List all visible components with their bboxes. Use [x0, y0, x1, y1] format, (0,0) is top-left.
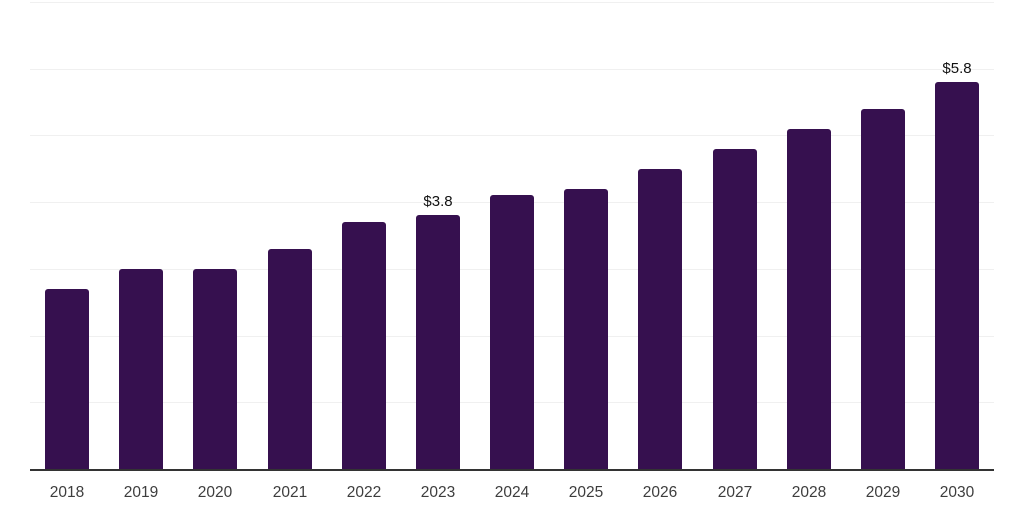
- bar-2020: [193, 269, 237, 469]
- bar-2027: [713, 149, 757, 469]
- x-axis-line: [30, 469, 994, 471]
- data-label-2030: $5.8: [942, 60, 972, 77]
- bar-2023: [416, 215, 460, 469]
- x-tick-2022: 2022: [346, 484, 382, 501]
- gridline-5: [30, 135, 994, 136]
- x-tick-2026: 2026: [642, 484, 678, 501]
- x-tick-2024: 2024: [494, 484, 530, 501]
- x-tick-2025: 2025: [568, 484, 604, 501]
- bar-2019: [119, 269, 163, 469]
- bar-2026: [638, 169, 682, 469]
- x-tick-2019: 2019: [123, 484, 159, 501]
- data-label-2023: $3.8: [423, 193, 453, 210]
- bar-2030: [935, 82, 979, 469]
- x-tick-2027: 2027: [717, 484, 753, 501]
- gridline-6: [30, 69, 994, 70]
- bar-2022: [342, 222, 386, 469]
- bar-2024: [490, 195, 534, 469]
- bar-2018: [45, 289, 89, 469]
- x-tick-2029: 2029: [865, 484, 901, 501]
- x-tick-2018: 2018: [49, 484, 85, 501]
- x-tick-2023: 2023: [420, 484, 456, 501]
- bar-2021: [268, 249, 312, 469]
- x-tick-2020: 2020: [197, 484, 233, 501]
- gridline-7: [30, 2, 994, 3]
- x-tick-2021: 2021: [272, 484, 308, 501]
- x-tick-2030: 2030: [939, 484, 975, 501]
- bar-2025: [564, 189, 608, 469]
- bar-2028: [787, 129, 831, 469]
- x-tick-2028: 2028: [791, 484, 827, 501]
- bar-2029: [861, 109, 905, 469]
